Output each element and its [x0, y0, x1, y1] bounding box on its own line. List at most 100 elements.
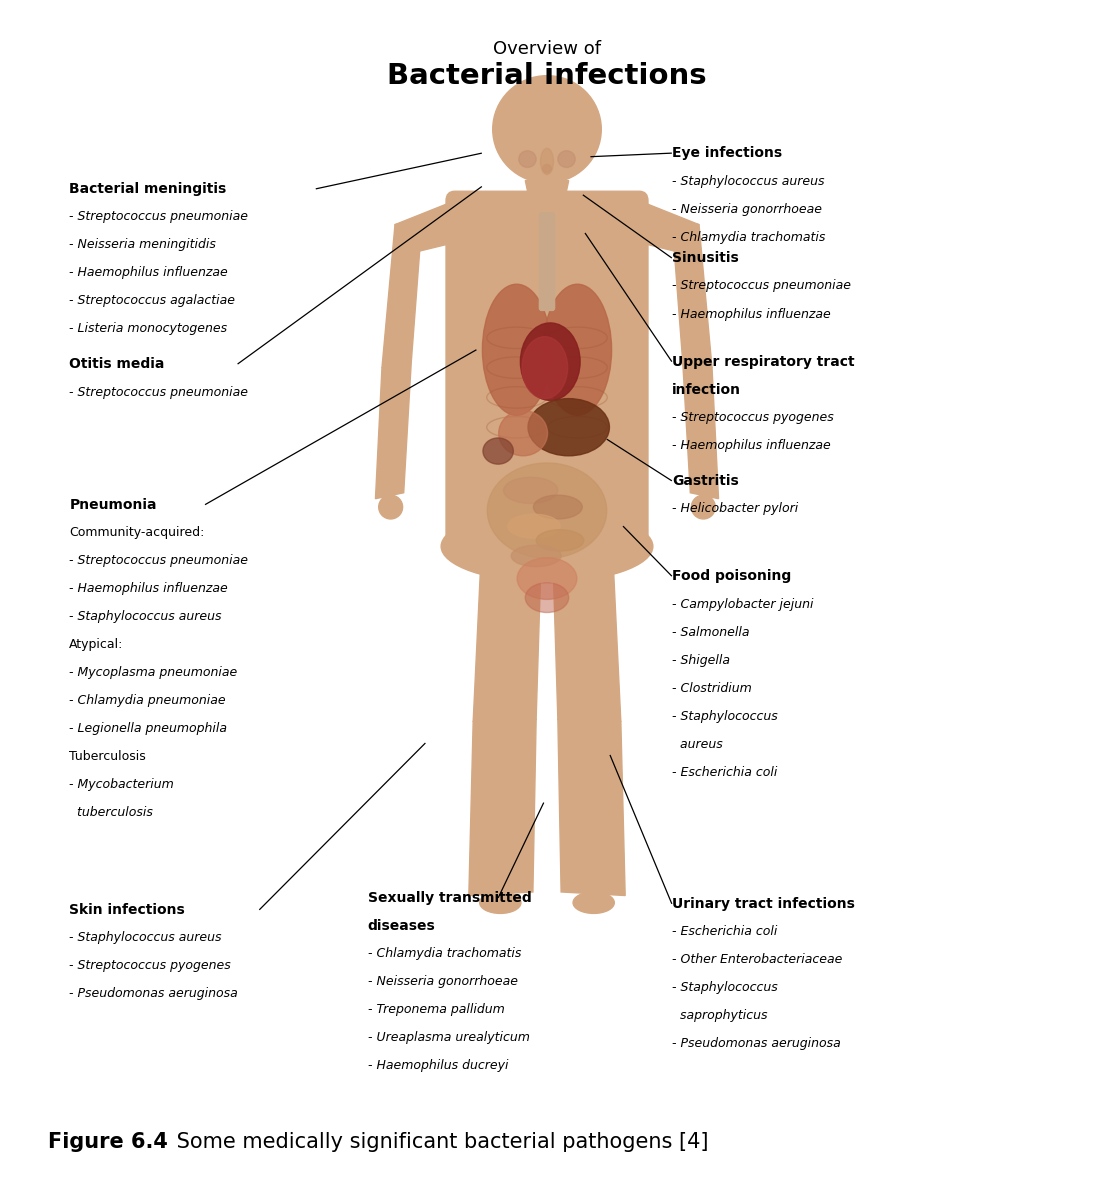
Text: Bacterial infections: Bacterial infections [387, 61, 707, 90]
Text: - Haemophilus influenzae: - Haemophilus influenzae [672, 439, 830, 452]
Text: - Haemophilus influenzae: - Haemophilus influenzae [69, 266, 228, 280]
Polygon shape [474, 540, 542, 721]
Text: - Treponema pallidum: - Treponema pallidum [368, 1003, 504, 1016]
Text: diseases: diseases [368, 919, 435, 932]
Text: - Haemophilus influenzae: - Haemophilus influenzae [69, 582, 228, 595]
Text: - Pseudomonas aeruginosa: - Pseudomonas aeruginosa [69, 988, 238, 1001]
Text: - Legionella pneumophila: - Legionella pneumophila [69, 722, 228, 736]
Text: - Escherichia coli: - Escherichia coli [672, 925, 777, 938]
Text: - Ureaplasma urealyticum: - Ureaplasma urealyticum [368, 1032, 529, 1044]
Ellipse shape [441, 511, 653, 582]
Text: - Shigella: - Shigella [672, 654, 730, 667]
FancyBboxPatch shape [539, 212, 555, 311]
Text: Pneumonia: Pneumonia [69, 498, 156, 511]
Ellipse shape [519, 151, 536, 168]
Text: infection: infection [672, 383, 741, 397]
Ellipse shape [528, 398, 609, 456]
Text: - Staphylococcus aureus: - Staphylococcus aureus [69, 931, 222, 944]
Text: - Mycoplasma pneumoniae: - Mycoplasma pneumoniae [69, 666, 237, 679]
Text: - Helicobacter pylori: - Helicobacter pylori [672, 503, 799, 515]
Ellipse shape [503, 478, 558, 504]
Text: - Staphylococcus aureus: - Staphylococcus aureus [672, 175, 825, 187]
Text: Atypical:: Atypical: [69, 638, 124, 652]
Text: Upper respiratory tract: Upper respiratory tract [672, 355, 854, 368]
Ellipse shape [479, 892, 521, 913]
Polygon shape [639, 200, 699, 254]
Ellipse shape [521, 323, 580, 401]
Ellipse shape [691, 496, 715, 518]
Text: Skin infections: Skin infections [69, 902, 185, 917]
Ellipse shape [508, 514, 560, 538]
Text: aureus: aureus [672, 738, 723, 751]
Text: - Chlamydia trachomatis: - Chlamydia trachomatis [368, 948, 521, 960]
Polygon shape [552, 540, 620, 721]
Ellipse shape [482, 284, 550, 415]
Text: - Streptococcus pneumoniae: - Streptococcus pneumoniae [69, 210, 248, 223]
Text: - Haemophilus influenzae: - Haemophilus influenzae [672, 307, 830, 320]
Text: - Escherichia coli: - Escherichia coli [672, 766, 777, 779]
Text: Sinusitis: Sinusitis [672, 251, 738, 265]
Text: - Streptococcus pneumoniae: - Streptococcus pneumoniae [69, 385, 248, 398]
Text: - Streptococcus pneumoniae: - Streptococcus pneumoniae [69, 554, 248, 568]
Ellipse shape [534, 496, 582, 518]
Ellipse shape [379, 496, 403, 518]
Text: - Campylobacter jejuni: - Campylobacter jejuni [672, 598, 813, 611]
Text: Sexually transmitted: Sexually transmitted [368, 890, 532, 905]
Text: - Chlamydia trachomatis: - Chlamydia trachomatis [672, 230, 825, 244]
Text: - Streptococcus pneumoniae: - Streptococcus pneumoniae [672, 280, 851, 293]
Polygon shape [395, 200, 455, 254]
Ellipse shape [511, 545, 561, 566]
Ellipse shape [492, 76, 602, 182]
Text: Eye infections: Eye infections [672, 146, 782, 160]
Text: - Streptococcus pyogenes: - Streptococcus pyogenes [672, 412, 834, 424]
Text: Some medically significant bacterial pathogens [4]: Some medically significant bacterial pat… [171, 1133, 709, 1152]
Ellipse shape [525, 583, 569, 612]
Ellipse shape [499, 410, 547, 456]
Text: - Other Enterobacteriaceae: - Other Enterobacteriaceae [672, 953, 842, 966]
Text: Otitis media: Otitis media [69, 358, 165, 371]
Text: - Salmonella: - Salmonella [672, 625, 749, 638]
FancyBboxPatch shape [446, 191, 648, 556]
Text: Overview of: Overview of [493, 41, 601, 59]
Text: - Staphylococcus aureus: - Staphylococcus aureus [69, 610, 222, 623]
Text: Food poisoning: Food poisoning [672, 569, 791, 583]
Text: Community-acquired:: Community-acquired: [69, 526, 205, 539]
Text: Gastritis: Gastritis [672, 474, 738, 488]
Text: - Neisseria meningitidis: - Neisseria meningitidis [69, 239, 217, 251]
Text: - Streptococcus agalactiae: - Streptococcus agalactiae [69, 294, 235, 307]
Text: - Staphylococcus: - Staphylococcus [672, 982, 778, 995]
Text: - Clostridium: - Clostridium [672, 682, 752, 695]
Text: Bacterial meningitis: Bacterial meningitis [69, 182, 226, 196]
Polygon shape [375, 361, 411, 499]
Text: - Haemophilus ducreyi: - Haemophilus ducreyi [368, 1060, 509, 1073]
Text: - Streptococcus pyogenes: - Streptococcus pyogenes [69, 959, 231, 972]
Text: - Neisseria gonorrhoeae: - Neisseria gonorrhoeae [672, 203, 822, 216]
Polygon shape [672, 218, 712, 367]
Text: Urinary tract infections: Urinary tract infections [672, 896, 854, 911]
Ellipse shape [536, 529, 584, 551]
Polygon shape [525, 180, 569, 200]
Ellipse shape [487, 463, 607, 558]
Ellipse shape [522, 337, 568, 398]
Text: - Neisseria gonorrhoeae: - Neisseria gonorrhoeae [368, 976, 517, 989]
Ellipse shape [517, 558, 577, 600]
Ellipse shape [573, 892, 615, 913]
Text: Tuberculosis: Tuberculosis [69, 750, 147, 763]
Ellipse shape [482, 438, 513, 464]
Text: - Pseudomonas aeruginosa: - Pseudomonas aeruginosa [672, 1037, 840, 1050]
Text: - Chlamydia pneumoniae: - Chlamydia pneumoniae [69, 694, 226, 707]
Ellipse shape [540, 149, 554, 174]
Text: Figure 6.4: Figure 6.4 [48, 1133, 167, 1152]
Polygon shape [382, 218, 422, 367]
Text: saprophyticus: saprophyticus [672, 1009, 767, 1022]
Ellipse shape [543, 164, 551, 173]
Polygon shape [683, 361, 719, 499]
Polygon shape [558, 719, 625, 895]
Text: - Staphylococcus: - Staphylococcus [672, 709, 778, 722]
Text: - Listeria monocytogenes: - Listeria monocytogenes [69, 323, 228, 335]
Ellipse shape [544, 284, 612, 415]
Ellipse shape [558, 151, 575, 168]
Text: tuberculosis: tuberculosis [69, 806, 153, 820]
Polygon shape [469, 719, 536, 895]
Text: - Mycobacterium: - Mycobacterium [69, 779, 174, 791]
